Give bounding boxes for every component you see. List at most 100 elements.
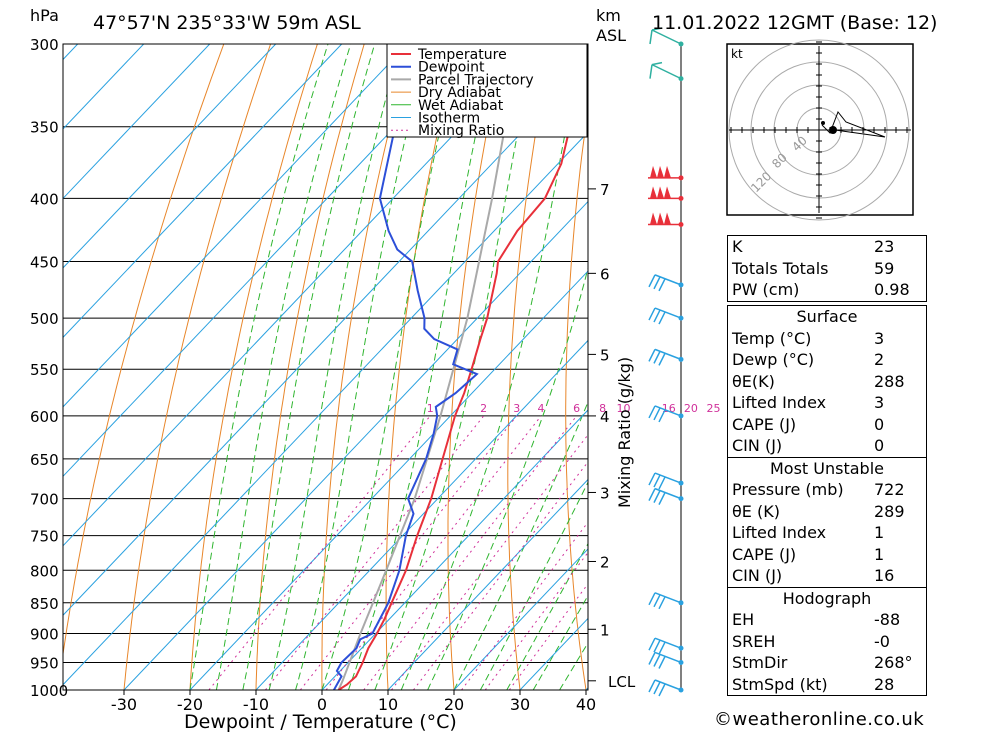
- pressure-tick-label: 600: [30, 408, 59, 426]
- isotherm-line: [189, 270, 588, 690]
- index-table: K 23 Totals Totals 59 PW (cm) 0.98: [727, 235, 927, 302]
- legend-entry: Wet Adiabat: [418, 98, 504, 114]
- mixing-ratio-label: 8: [599, 402, 606, 415]
- km-tick-label: 2: [600, 553, 610, 571]
- stat-row: CAPE (J) 1: [728, 544, 926, 566]
- pressure-tick-label: 350: [30, 119, 59, 137]
- wet-adiabat-line: [215, 44, 352, 690]
- stat-value: 3: [874, 393, 885, 412]
- asl-unit-label: ASL: [596, 26, 626, 45]
- mixing-ratio-label: 20: [684, 402, 698, 415]
- isotherm-line: [63, 61, 588, 616]
- wind-barb: [648, 165, 681, 179]
- legend-entry: Dewpoint: [418, 60, 485, 76]
- datetime-title: 11.01.2022 12GMT (Base: 12): [652, 12, 937, 34]
- dry-adiabat-line: [321, 44, 412, 690]
- stat-label: CAPE (J): [732, 414, 797, 434]
- dry-adiabat-line: [565, 105, 588, 690]
- hodograph-unit-label: kt: [731, 47, 743, 61]
- isotherm-line: [321, 409, 588, 690]
- pressure-tick-label: 450: [30, 254, 59, 272]
- wind-barb: [648, 637, 682, 655]
- wet-adiabat-line: [295, 44, 430, 690]
- km-tick-label: 4: [600, 408, 610, 426]
- stat-value: -0: [874, 631, 890, 651]
- isotherm-line: [255, 339, 588, 690]
- mixing-ratio-label: 25: [707, 402, 721, 415]
- km-tick-label: 5: [600, 346, 610, 364]
- stat-row: CIN (J) 16: [728, 565, 926, 587]
- stat-label: CIN (J): [732, 436, 783, 455]
- stat-label: θE (K): [732, 501, 780, 521]
- wind-barb: [649, 61, 682, 80]
- legend-entry: Mixing Ratio: [418, 123, 504, 139]
- dry-adiabat-line: [385, 44, 459, 690]
- isobar-lines: [63, 43, 588, 691]
- x-tick-label: -30: [111, 695, 137, 714]
- x-axis-title: Dewpoint / Temperature (°C): [184, 711, 457, 733]
- pressure-tick-label: 650: [30, 451, 59, 469]
- isotherm-line: [63, 44, 541, 547]
- stat-value: 2: [874, 350, 885, 369]
- stat-row: SREH -0: [728, 631, 926, 653]
- stat-label: Lifted Index: [732, 393, 827, 412]
- hodograph-trace: [821, 111, 886, 138]
- km-tick-label: 1: [600, 621, 610, 639]
- hodograph-stats-title: Hodograph: [728, 586, 926, 610]
- dry-adiabat-line: [255, 44, 365, 690]
- location-title: 47°57'N 235°33'W 59m ASL: [93, 12, 361, 34]
- mixing-ratio-axis-title: Mixing Ratio (g/kg): [615, 357, 634, 508]
- wind-barb: [648, 592, 682, 610]
- stat-label: Temp (°C): [732, 328, 812, 348]
- stat-value: 3: [874, 328, 885, 348]
- stat-label: K: [732, 237, 743, 256]
- stat-row: θE(K) 288: [728, 371, 926, 393]
- mixing-ratio-label: 6: [573, 402, 580, 415]
- dry-adiabat-line: [189, 44, 318, 690]
- pressure-tick-label: 750: [30, 528, 59, 546]
- wind-barb: [648, 212, 681, 226]
- stat-label: Dewp (°C): [732, 350, 815, 369]
- stat-row: CAPE (J) 0: [728, 414, 926, 436]
- isotherm-line: [123, 200, 588, 690]
- hpa-unit-label: hPa: [30, 6, 59, 25]
- pressure-tick-label: 850: [30, 595, 59, 613]
- mixing-ratio-line: [299, 415, 518, 690]
- mixing-ratio-line: [325, 415, 542, 690]
- wet-adiabats: [189, 44, 588, 690]
- wind-barb: [649, 27, 682, 45]
- stat-label: SREH: [732, 631, 776, 651]
- hodograph-point: [821, 121, 825, 125]
- mixing-ratio-line: [413, 461, 588, 690]
- x-tick-label: 40: [576, 695, 596, 714]
- wind-barb: [648, 487, 682, 505]
- x-tick-label: -20: [177, 695, 203, 714]
- wet-adiabat-line: [374, 44, 537, 690]
- mixing-ratio-label: 2: [480, 402, 487, 415]
- legend-entry: Parcel Trajectory: [418, 72, 534, 88]
- wind-barb: [648, 679, 682, 697]
- stat-row: EH -88: [728, 609, 926, 631]
- wet-adiabat-line: [400, 44, 583, 690]
- stat-label: CIN (J): [732, 566, 783, 585]
- isotherm-line: [63, 44, 277, 269]
- mixing-ratio-label: 10: [616, 402, 630, 415]
- stat-value: 0: [874, 436, 885, 455]
- wet-adiabat-line: [242, 44, 376, 690]
- x-tick-label: 30: [510, 695, 530, 714]
- km-tick-label: 7: [600, 181, 610, 199]
- wind-barb: [648, 348, 682, 366]
- pressure-tick-label: 900: [30, 625, 59, 643]
- lcl-label: LCL: [608, 673, 636, 691]
- wet-adiabat-line: [347, 44, 496, 690]
- x-tick-label: 20: [444, 695, 464, 714]
- isotherm-line: [63, 44, 409, 408]
- surface-table: Surface Temp (°C) 3 Dewp (°C) 2 θE(K) 288 L…: [727, 305, 927, 696]
- x-tick-label: -10: [243, 695, 269, 714]
- stat-row: Temp (°C) 3: [728, 328, 926, 350]
- pressure-tick-label: 400: [30, 190, 59, 208]
- isotherm-line: [387, 478, 588, 690]
- stat-row: StmDir 268°: [728, 652, 926, 674]
